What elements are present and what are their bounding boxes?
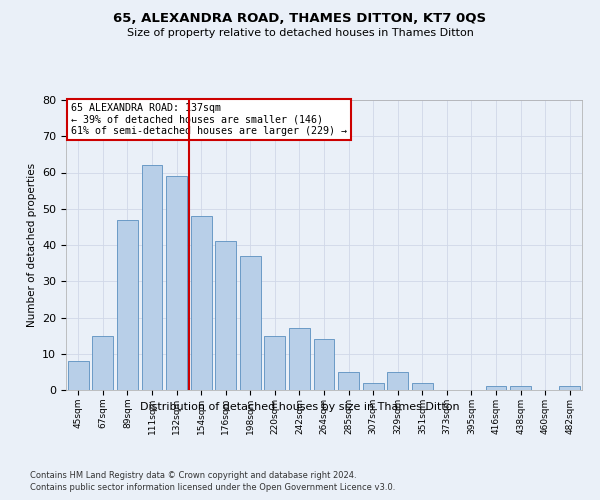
Bar xyxy=(142,165,163,390)
Bar xyxy=(68,361,89,390)
Text: Size of property relative to detached houses in Thames Ditton: Size of property relative to detached ho… xyxy=(127,28,473,38)
Bar xyxy=(338,372,359,390)
Bar xyxy=(289,328,310,390)
Text: Contains HM Land Registry data © Crown copyright and database right 2024.: Contains HM Land Registry data © Crown c… xyxy=(30,471,356,480)
Bar xyxy=(412,383,433,390)
Y-axis label: Number of detached properties: Number of detached properties xyxy=(26,163,37,327)
Bar xyxy=(314,339,334,390)
Bar xyxy=(166,176,187,390)
Text: Contains public sector information licensed under the Open Government Licence v3: Contains public sector information licen… xyxy=(30,484,395,492)
Bar xyxy=(215,242,236,390)
Bar xyxy=(559,386,580,390)
Bar xyxy=(387,372,408,390)
Text: 65, ALEXANDRA ROAD, THAMES DITTON, KT7 0QS: 65, ALEXANDRA ROAD, THAMES DITTON, KT7 0… xyxy=(113,12,487,26)
Bar xyxy=(510,386,531,390)
Bar xyxy=(485,386,506,390)
Bar xyxy=(265,336,286,390)
Bar xyxy=(240,256,261,390)
Text: Distribution of detached houses by size in Thames Ditton: Distribution of detached houses by size … xyxy=(140,402,460,412)
Bar xyxy=(117,220,138,390)
Bar xyxy=(362,383,383,390)
Text: 65 ALEXANDRA ROAD: 137sqm
← 39% of detached houses are smaller (146)
61% of semi: 65 ALEXANDRA ROAD: 137sqm ← 39% of detac… xyxy=(71,103,347,136)
Bar xyxy=(191,216,212,390)
Bar xyxy=(92,336,113,390)
